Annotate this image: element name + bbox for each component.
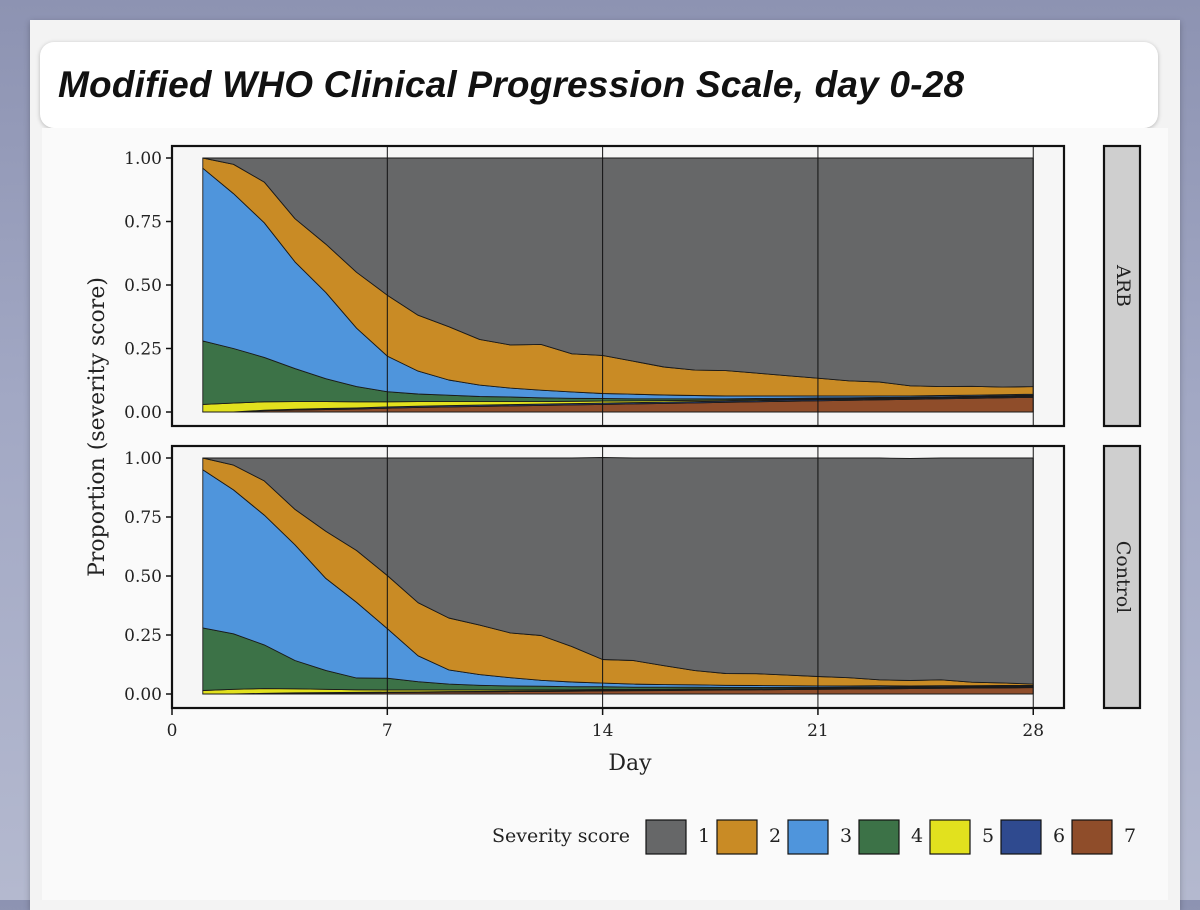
x-tick-label: 14 xyxy=(592,721,614,741)
y-tick-label: 0.75 xyxy=(124,508,162,528)
legend-swatch-7 xyxy=(1071,819,1113,855)
y-tick-label: 1.00 xyxy=(124,449,162,469)
y-tick-label: 0.75 xyxy=(124,213,162,233)
y-tick-label: 0.50 xyxy=(124,567,162,587)
x-axis-label: Day xyxy=(608,751,652,776)
strip-box-arb xyxy=(1102,144,1142,428)
chart-title: Modified WHO Clinical Progression Scale,… xyxy=(58,64,965,105)
legend-swatch-1 xyxy=(645,819,687,855)
y-tick-label: 0.00 xyxy=(124,403,162,423)
y-tick-label: 0.00 xyxy=(124,685,162,705)
y-tick-label: 0.25 xyxy=(124,340,162,360)
legend-title: Severity score xyxy=(492,825,630,847)
legend-swatch-6 xyxy=(1000,819,1042,855)
y-tick-label: 1.00 xyxy=(124,149,162,169)
legend-swatch-3 xyxy=(787,819,829,855)
y-tick-label: 0.25 xyxy=(124,626,162,646)
title-banner: Modified WHO Clinical Progression Scale,… xyxy=(40,42,1158,128)
y-tick-label: 0.50 xyxy=(124,276,162,296)
legend-label-2: 2 xyxy=(769,825,781,847)
x-tick-label: 0 xyxy=(167,721,178,741)
legend-label-1: 1 xyxy=(698,825,710,847)
strip-label-control: Control xyxy=(1112,541,1134,613)
figure-panel: 0.00 0.25 0.50 0.75 1.00 ARB 0.00 0.25 0.50 0.75 1… xyxy=(42,128,1168,900)
legend-swatch-4 xyxy=(858,819,900,855)
stacked-area-chart: 0.00 0.25 0.50 0.75 1.00 ARB 0.00 0.25 0.50 0.75 1… xyxy=(85,144,1142,855)
strip-box-control xyxy=(1102,444,1142,710)
legend-label-6: 6 xyxy=(1053,825,1065,847)
x-tick-label: 7 xyxy=(382,721,393,741)
legend-label-7: 7 xyxy=(1124,825,1136,847)
legend-label-4: 4 xyxy=(911,825,923,847)
legend-swatch-5 xyxy=(929,819,971,855)
strip-label-arb: ARB xyxy=(1112,264,1134,307)
legend-swatch-2 xyxy=(716,819,758,855)
x-tick-label: 28 xyxy=(1022,721,1044,741)
x-tick-label: 21 xyxy=(807,721,829,741)
legend-label-3: 3 xyxy=(840,825,852,847)
y-axis-label: Proportion (severity score) xyxy=(85,277,110,577)
legend-label-5: 5 xyxy=(982,825,994,847)
